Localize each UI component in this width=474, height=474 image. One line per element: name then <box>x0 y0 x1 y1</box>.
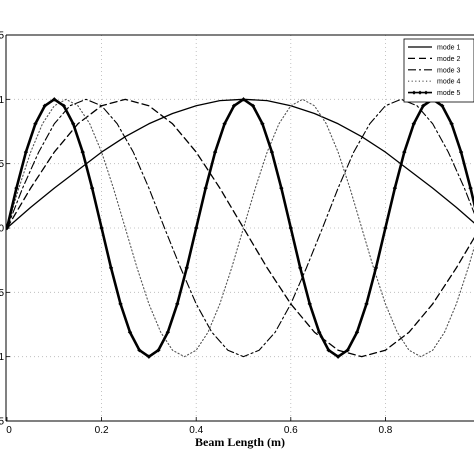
mode-5-marker <box>411 121 416 126</box>
mode-5-marker <box>23 149 29 155</box>
mode-5-marker <box>127 330 133 335</box>
mode-5-marker <box>80 149 85 155</box>
x-tick-label: 0 <box>6 425 12 436</box>
mode-5-marker <box>250 103 256 108</box>
mode-5-marker <box>175 301 180 307</box>
legend-box <box>403 38 474 103</box>
x-tick-label: 0.4 <box>189 425 203 436</box>
mode-5-marker <box>316 330 322 335</box>
mode-5-marker <box>71 121 76 126</box>
mode-5-marker <box>373 265 379 271</box>
series-mode-5 <box>6 97 474 359</box>
mode-5-marker <box>269 149 275 155</box>
legend-label: mode 3 <box>437 67 460 74</box>
mode-5-marker <box>99 225 104 231</box>
mode-5-marker <box>89 185 95 191</box>
mode-5-marker <box>222 121 227 126</box>
mode-5-marker <box>345 348 350 353</box>
mode-5-marker <box>364 301 369 307</box>
mode-5-marker <box>354 330 360 335</box>
legend: mode 1 mode 2 mode 3 mode 4 mode 5 <box>403 38 474 103</box>
legend-label: mode 1 <box>437 45 460 52</box>
mode-5-marker <box>383 225 388 231</box>
mode-5-marker <box>335 354 341 359</box>
y-tick-label: 0 <box>0 224 4 235</box>
mode-5-marker <box>137 348 142 353</box>
mode-5-marker <box>108 265 114 271</box>
x-tick-label: 0.8 <box>378 425 392 436</box>
mode-5-marker <box>260 121 265 126</box>
y-tick-label: 1 <box>0 352 4 363</box>
mode-5-marker <box>203 185 208 191</box>
mode-5-marker <box>392 185 398 191</box>
mode-5-marker <box>439 103 445 108</box>
series-mode-4 <box>6 98 474 358</box>
mode-5-marker <box>458 149 464 155</box>
legend-label: mode 5 <box>437 90 460 97</box>
y-tick-label: 5 <box>0 288 4 299</box>
mode-5-marker <box>307 301 312 307</box>
mode-5-marker <box>212 149 218 155</box>
mode-5-marker <box>468 185 473 191</box>
mode-5-marker <box>402 149 407 155</box>
mode-5-marker <box>33 121 38 126</box>
legend-label: mode 4 <box>437 79 460 86</box>
mode-5-marker <box>326 348 331 353</box>
series-mode-3 <box>6 98 474 358</box>
legend-marker <box>418 90 422 95</box>
series-line-mode-3 <box>6 98 474 358</box>
x-tick-label: 0.2 <box>95 425 109 436</box>
mode-5-marker <box>118 301 123 307</box>
y-tick-label: 5 <box>0 159 4 170</box>
mode-5-marker <box>194 225 199 231</box>
legend-marker <box>424 90 428 95</box>
mode-5-marker <box>156 348 161 353</box>
y-tick-label: 1 <box>0 95 4 106</box>
mode-5-marker <box>288 225 293 231</box>
mode-5-marker <box>42 103 48 108</box>
mode-5-marker <box>231 103 237 108</box>
legend-marker <box>412 90 416 95</box>
y-tick-label: 5 <box>0 31 4 42</box>
x-tick-label: 0.6 <box>284 425 298 436</box>
x-axis-title: Beam Length (m) <box>195 435 285 449</box>
mode-5-marker <box>61 103 66 108</box>
mode-5-marker <box>421 103 426 108</box>
y-tick-label: 5 <box>0 417 4 428</box>
mode-5-marker <box>449 121 454 126</box>
mode-5-marker <box>14 185 19 191</box>
series-line-mode-4 <box>6 98 474 358</box>
mode-5-marker <box>165 330 171 335</box>
mode-5-marker <box>241 97 246 102</box>
mode-5-marker <box>52 97 57 102</box>
mode-5-marker <box>146 354 152 359</box>
mode-5-marker <box>298 265 303 271</box>
mode-5-marker <box>184 265 189 271</box>
mode-5-marker <box>279 185 284 191</box>
series-lines <box>6 97 474 359</box>
legend-label: mode 2 <box>437 56 460 63</box>
